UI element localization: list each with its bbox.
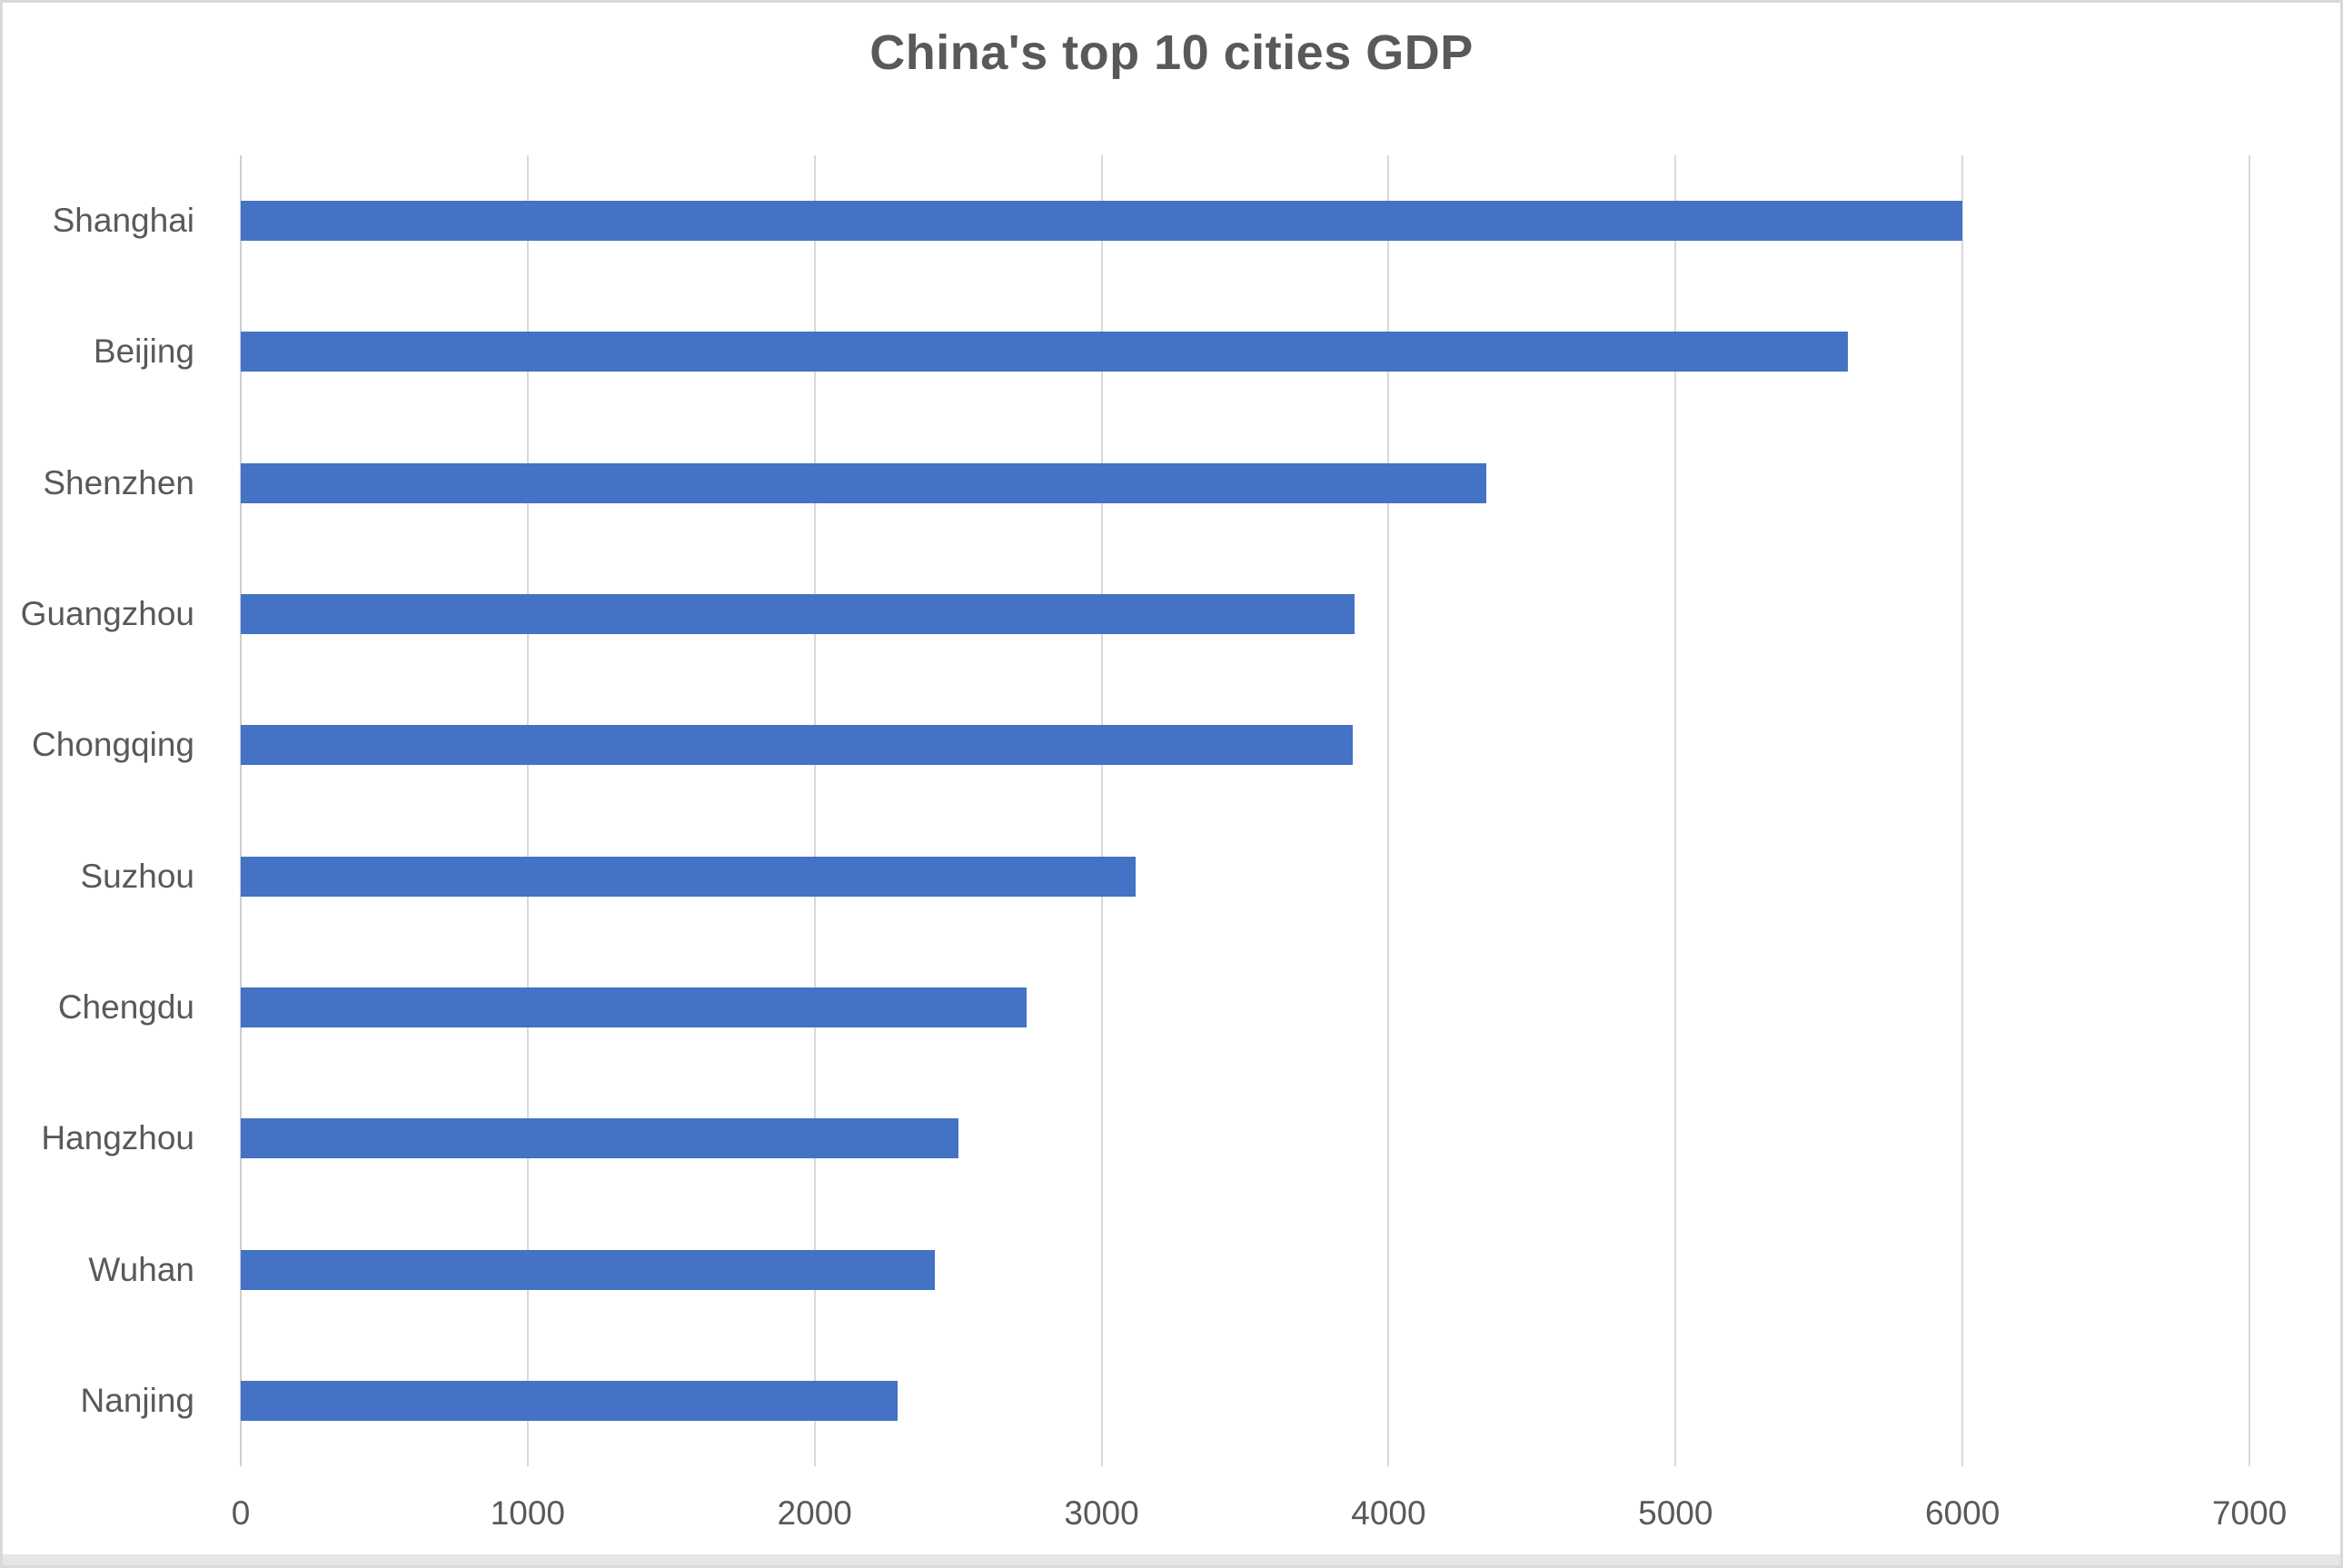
x-tick-label-4000: 4000	[1351, 1494, 1426, 1532]
x-tick-label-6000: 6000	[1924, 1494, 2000, 1532]
chart-title: China's top 10 cities GDP	[869, 25, 1474, 80]
gridline-1000	[526, 155, 529, 1466]
bar-suzhou	[241, 856, 1137, 897]
category-label-shenzhen: Shenzhen	[43, 463, 194, 501]
x-tick-label-3000: 3000	[1064, 1494, 1139, 1532]
category-label-wuhan: Wuhan	[88, 1250, 194, 1288]
gridline-4000	[1387, 155, 1390, 1466]
bar-wuhan	[241, 1249, 936, 1290]
bar-shenzhen	[241, 462, 1486, 503]
x-tick-label-1000: 1000	[490, 1494, 565, 1532]
category-label-chengdu: Chengdu	[57, 987, 194, 1026]
gridline-3000	[1100, 155, 1103, 1466]
x-tick-label-2000: 2000	[777, 1494, 852, 1532]
category-label-shanghai: Shanghai	[52, 202, 194, 240]
gridline-2000	[813, 155, 816, 1466]
bar-guangzhou	[241, 594, 1355, 635]
bar-shanghai	[241, 201, 1963, 242]
x-tick-label-7000: 7000	[2211, 1494, 2288, 1532]
category-label-guangzhou: Guangzhou	[20, 595, 194, 633]
x-tick-label-5000: 5000	[1638, 1494, 1713, 1532]
x-tick-label-0: 0	[231, 1494, 251, 1532]
bar-hangzhou	[241, 1118, 958, 1159]
bottom-strip	[3, 1554, 2340, 1565]
bar-chengdu	[241, 987, 1028, 1027]
category-label-chongqing: Chongqing	[32, 726, 194, 764]
bar-chongqing	[241, 725, 1353, 766]
category-label-beijing: Beijing	[93, 332, 194, 371]
plot-area	[240, 155, 2250, 1466]
category-label-hangzhou: Hangzhou	[41, 1119, 194, 1157]
bar-nanjing	[241, 1380, 898, 1421]
category-axis-line	[240, 155, 242, 1466]
gridline-6000	[1961, 155, 1964, 1466]
bar-beijing	[241, 332, 1848, 372]
gridline-5000	[1674, 155, 1677, 1466]
category-label-suzhou: Suzhou	[80, 857, 195, 895]
category-label-nanjing: Nanjing	[80, 1381, 194, 1419]
gridline-7000	[2249, 155, 2250, 1466]
